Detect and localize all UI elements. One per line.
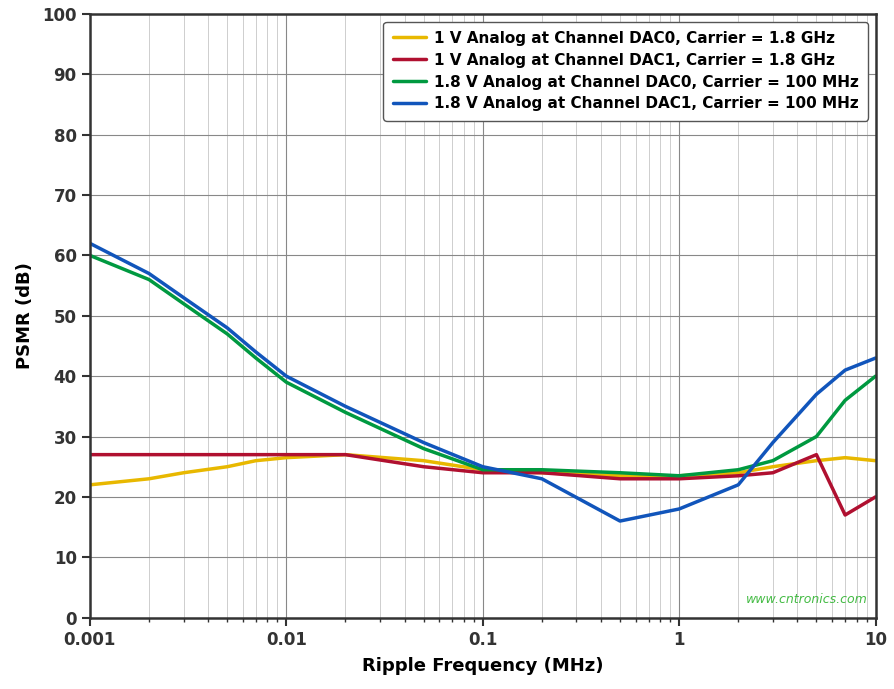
1.8 V Analog at Channel DAC0, Carrier = 100 MHz [340, 409, 350, 417]
1 V Analog at Channel DAC0, Carrier = 1.8 GHz [615, 472, 626, 480]
1.8 V Analog at Channel DAC1, Carrier = 100 MHz [477, 462, 488, 471]
Line: 1.8 V Analog at Channel DAC0, Carrier = 100 MHz: 1.8 V Analog at Channel DAC0, Carrier = … [90, 256, 875, 476]
1 V Analog at Channel DAC0, Carrier = 1.8 GHz [536, 469, 547, 477]
1 V Analog at Channel DAC0, Carrier = 1.8 GHz [340, 451, 350, 459]
1.8 V Analog at Channel DAC1, Carrier = 100 MHz [839, 366, 850, 374]
1 V Analog at Channel DAC1, Carrier = 1.8 GHz [811, 451, 822, 459]
1.8 V Analog at Channel DAC0, Carrier = 100 MHz [839, 396, 850, 404]
1.8 V Analog at Channel DAC0, Carrier = 100 MHz [870, 372, 881, 380]
Y-axis label: PSMR (dB): PSMR (dB) [16, 263, 34, 369]
1.8 V Analog at Channel DAC0, Carrier = 100 MHz [733, 466, 744, 474]
1 V Analog at Channel DAC0, Carrier = 1.8 GHz [811, 457, 822, 465]
1 V Analog at Channel DAC1, Carrier = 1.8 GHz [144, 451, 155, 459]
1.8 V Analog at Channel DAC0, Carrier = 100 MHz [674, 472, 685, 480]
1 V Analog at Channel DAC1, Carrier = 1.8 GHz [536, 469, 547, 477]
1 V Analog at Channel DAC0, Carrier = 1.8 GHz [477, 466, 488, 474]
1.8 V Analog at Channel DAC1, Carrier = 100 MHz [85, 239, 96, 247]
1.8 V Analog at Channel DAC0, Carrier = 100 MHz [144, 276, 155, 284]
1 V Analog at Channel DAC0, Carrier = 1.8 GHz [767, 462, 778, 471]
1.8 V Analog at Channel DAC1, Carrier = 100 MHz [870, 354, 881, 362]
1 V Analog at Channel DAC0, Carrier = 1.8 GHz [418, 457, 429, 465]
1.8 V Analog at Channel DAC0, Carrier = 100 MHz [222, 330, 232, 338]
1 V Analog at Channel DAC0, Carrier = 1.8 GHz [178, 469, 189, 477]
1 V Analog at Channel DAC0, Carrier = 1.8 GHz [733, 469, 744, 477]
1 V Analog at Channel DAC0, Carrier = 1.8 GHz [674, 472, 685, 480]
1 V Analog at Channel DAC1, Carrier = 1.8 GHz [85, 451, 96, 459]
1.8 V Analog at Channel DAC0, Carrier = 100 MHz [536, 466, 547, 474]
1.8 V Analog at Channel DAC1, Carrier = 100 MHz [222, 324, 232, 332]
1.8 V Analog at Channel DAC0, Carrier = 100 MHz [477, 466, 488, 474]
X-axis label: Ripple Frequency (MHz): Ripple Frequency (MHz) [362, 657, 603, 675]
1.8 V Analog at Channel DAC1, Carrier = 100 MHz [178, 294, 189, 302]
1 V Analog at Channel DAC0, Carrier = 1.8 GHz [250, 457, 261, 465]
1.8 V Analog at Channel DAC1, Carrier = 100 MHz [615, 517, 626, 525]
1 V Analog at Channel DAC1, Carrier = 1.8 GHz [733, 472, 744, 480]
1.8 V Analog at Channel DAC1, Carrier = 100 MHz [250, 348, 261, 356]
1 V Analog at Channel DAC1, Carrier = 1.8 GHz [767, 469, 778, 477]
1 V Analog at Channel DAC1, Carrier = 1.8 GHz [222, 451, 232, 459]
1 V Analog at Channel DAC1, Carrier = 1.8 GHz [615, 475, 626, 483]
Line: 1 V Analog at Channel DAC0, Carrier = 1.8 GHz: 1 V Analog at Channel DAC0, Carrier = 1.… [90, 455, 875, 485]
1 V Analog at Channel DAC1, Carrier = 1.8 GHz [281, 451, 291, 459]
1.8 V Analog at Channel DAC1, Carrier = 100 MHz [281, 372, 291, 380]
1 V Analog at Channel DAC0, Carrier = 1.8 GHz [281, 453, 291, 462]
1.8 V Analog at Channel DAC1, Carrier = 100 MHz [767, 438, 778, 446]
1 V Analog at Channel DAC0, Carrier = 1.8 GHz [222, 462, 232, 471]
1.8 V Analog at Channel DAC1, Carrier = 100 MHz [733, 481, 744, 489]
1.8 V Analog at Channel DAC1, Carrier = 100 MHz [418, 438, 429, 446]
1 V Analog at Channel DAC1, Carrier = 1.8 GHz [870, 493, 881, 501]
1 V Analog at Channel DAC0, Carrier = 1.8 GHz [144, 475, 155, 483]
Text: www.cntronics.com: www.cntronics.com [746, 593, 868, 606]
Line: 1.8 V Analog at Channel DAC1, Carrier = 100 MHz: 1.8 V Analog at Channel DAC1, Carrier = … [90, 243, 875, 521]
1 V Analog at Channel DAC1, Carrier = 1.8 GHz [477, 469, 488, 477]
1 V Analog at Channel DAC0, Carrier = 1.8 GHz [839, 453, 850, 462]
1 V Analog at Channel DAC1, Carrier = 1.8 GHz [250, 451, 261, 459]
1 V Analog at Channel DAC0, Carrier = 1.8 GHz [870, 457, 881, 465]
1.8 V Analog at Channel DAC1, Carrier = 100 MHz [536, 475, 547, 483]
1 V Analog at Channel DAC0, Carrier = 1.8 GHz [85, 481, 96, 489]
1.8 V Analog at Channel DAC0, Carrier = 100 MHz [85, 251, 96, 260]
1.8 V Analog at Channel DAC1, Carrier = 100 MHz [674, 505, 685, 513]
1 V Analog at Channel DAC1, Carrier = 1.8 GHz [340, 451, 350, 459]
1 V Analog at Channel DAC1, Carrier = 1.8 GHz [674, 475, 685, 483]
1.8 V Analog at Channel DAC1, Carrier = 100 MHz [144, 269, 155, 278]
1.8 V Analog at Channel DAC1, Carrier = 100 MHz [340, 402, 350, 411]
1 V Analog at Channel DAC1, Carrier = 1.8 GHz [839, 511, 850, 519]
1.8 V Analog at Channel DAC0, Carrier = 100 MHz [178, 300, 189, 308]
Line: 1 V Analog at Channel DAC1, Carrier = 1.8 GHz: 1 V Analog at Channel DAC1, Carrier = 1.… [90, 455, 875, 515]
1.8 V Analog at Channel DAC0, Carrier = 100 MHz [250, 354, 261, 362]
Legend: 1 V Analog at Channel DAC0, Carrier = 1.8 GHz, 1 V Analog at Channel DAC1, Carri: 1 V Analog at Channel DAC0, Carrier = 1.… [384, 21, 868, 121]
1 V Analog at Channel DAC1, Carrier = 1.8 GHz [418, 462, 429, 471]
1.8 V Analog at Channel DAC0, Carrier = 100 MHz [281, 378, 291, 387]
1.8 V Analog at Channel DAC0, Carrier = 100 MHz [615, 469, 626, 477]
1.8 V Analog at Channel DAC1, Carrier = 100 MHz [811, 390, 822, 398]
1.8 V Analog at Channel DAC0, Carrier = 100 MHz [811, 433, 822, 441]
1.8 V Analog at Channel DAC0, Carrier = 100 MHz [418, 444, 429, 453]
1 V Analog at Channel DAC1, Carrier = 1.8 GHz [178, 451, 189, 459]
1.8 V Analog at Channel DAC0, Carrier = 100 MHz [767, 457, 778, 465]
